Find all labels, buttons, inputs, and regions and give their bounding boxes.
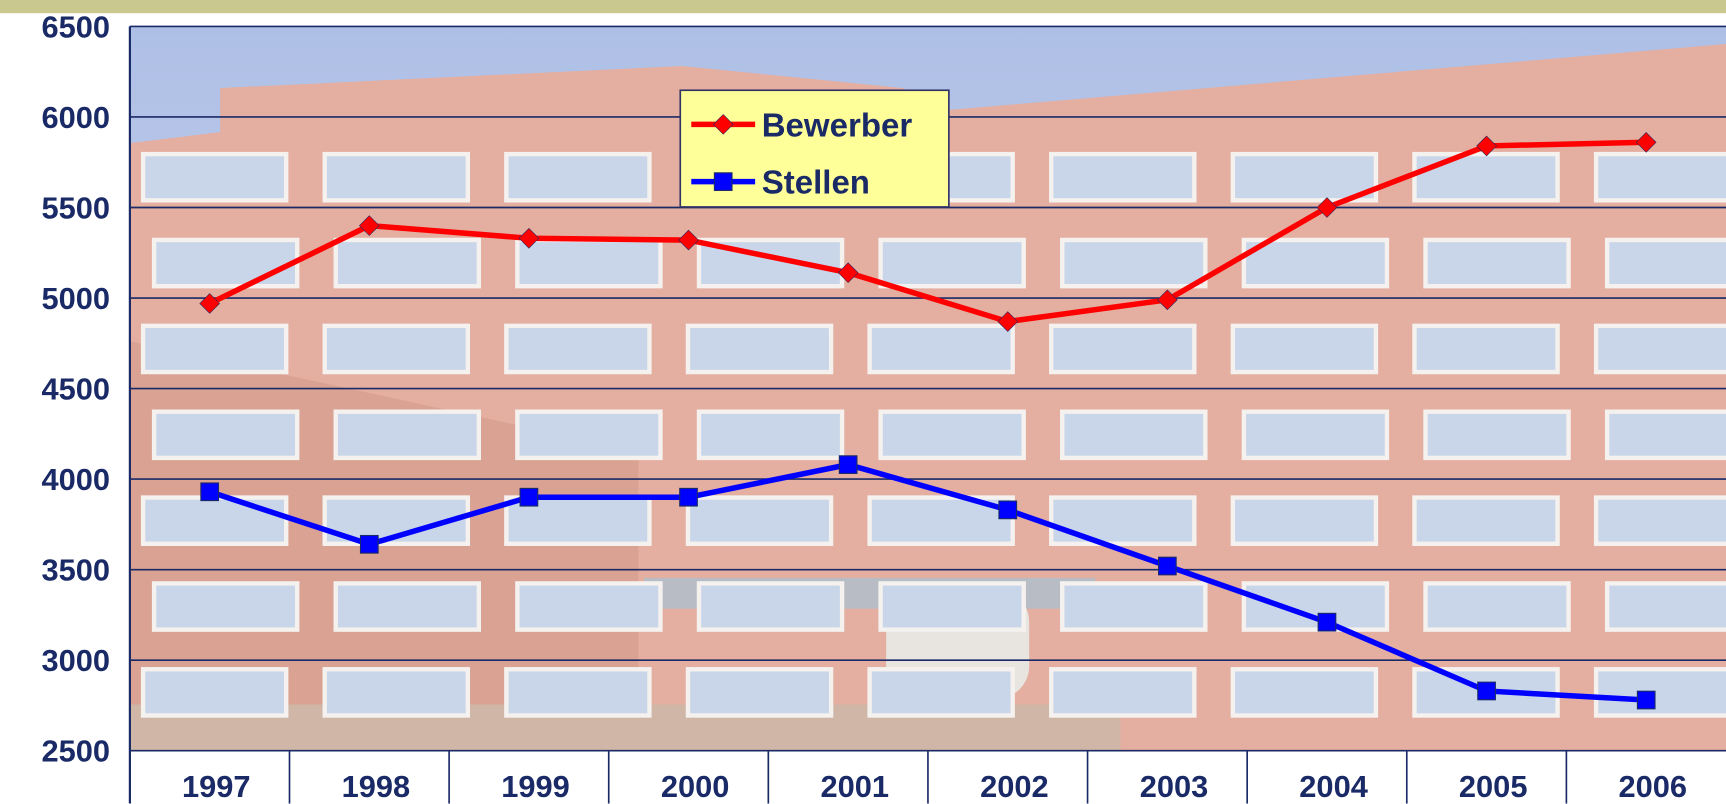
window [688, 669, 831, 715]
point-marker [1637, 691, 1655, 709]
y-tick-label: 3500 [42, 553, 111, 588]
window [1233, 669, 1376, 715]
window [1051, 498, 1194, 544]
point-marker [680, 488, 698, 506]
window [325, 154, 468, 200]
window [325, 669, 468, 715]
x-tick-label: 1997 [182, 769, 251, 804]
window [1233, 498, 1376, 544]
window [517, 412, 660, 458]
window [506, 669, 649, 715]
x-tick-label: 1999 [501, 769, 570, 804]
window [1596, 669, 1726, 715]
window [143, 669, 286, 715]
y-tick-label: 6500 [42, 9, 111, 44]
window [1051, 326, 1194, 372]
x-tick-label: 2003 [1140, 769, 1209, 804]
window [517, 583, 660, 629]
window [325, 326, 468, 372]
window [143, 326, 286, 372]
legend-label: Bewerber [762, 106, 913, 143]
window [336, 240, 479, 286]
x-tick-label: 2001 [820, 769, 889, 804]
chart: 2500 3000 3500 4000 4500 5000 5500 6000 6500 1997… [0, 0, 1726, 804]
x-tick-label: 2000 [661, 769, 730, 804]
window [336, 412, 479, 458]
window [1596, 326, 1726, 372]
window [699, 412, 842, 458]
window [506, 326, 649, 372]
window [688, 498, 831, 544]
y-tick-label: 5500 [42, 191, 111, 226]
window [336, 583, 479, 629]
window [1233, 326, 1376, 372]
x-tick-label: 1998 [342, 769, 411, 804]
window [1414, 154, 1557, 200]
top-band [0, 0, 1726, 13]
window [1425, 240, 1568, 286]
y-tick-label: 4000 [42, 462, 111, 497]
point-marker [839, 456, 857, 474]
legend-label: Stellen [762, 164, 870, 201]
point-marker [714, 173, 732, 191]
point-marker [1478, 682, 1496, 700]
window [154, 240, 297, 286]
page: {"chart_data": {"type": "line", "categor… [0, 0, 1726, 804]
y-tick-label: 5000 [42, 281, 111, 316]
point-marker [201, 483, 219, 501]
window [1051, 154, 1194, 200]
point-marker [999, 501, 1017, 519]
window [143, 154, 286, 200]
window [1596, 154, 1726, 200]
window [1596, 498, 1726, 544]
window [1244, 583, 1387, 629]
x-tick-label: 2004 [1299, 769, 1368, 804]
window [881, 412, 1024, 458]
x-tick-label: 2002 [980, 769, 1049, 804]
y-tick-label: 4500 [42, 372, 111, 407]
window [517, 240, 660, 286]
window [881, 240, 1024, 286]
window [1607, 240, 1726, 286]
window [1233, 154, 1376, 200]
point-marker [361, 535, 379, 553]
y-tick-label: 2500 [42, 734, 111, 769]
window [154, 412, 297, 458]
window [1051, 669, 1194, 715]
window [1062, 583, 1205, 629]
window [1062, 412, 1205, 458]
window [1244, 412, 1387, 458]
window [699, 583, 842, 629]
window [1414, 498, 1557, 544]
window [688, 326, 831, 372]
point-marker [1159, 557, 1177, 575]
window [1062, 240, 1205, 286]
window [1607, 583, 1726, 629]
window [154, 583, 297, 629]
window [143, 498, 286, 544]
window [1425, 583, 1568, 629]
x-tick-label: 2005 [1459, 769, 1528, 804]
window [506, 154, 649, 200]
point-marker [520, 488, 538, 506]
window [1425, 412, 1568, 458]
window [870, 669, 1013, 715]
window [881, 583, 1024, 629]
window [870, 326, 1013, 372]
x-tick-label: 2006 [1619, 769, 1688, 804]
window [1607, 412, 1726, 458]
point-marker [1318, 613, 1336, 631]
y-tick-label: 3000 [42, 643, 111, 678]
y-tick-label: 6000 [42, 100, 111, 135]
window [1244, 240, 1387, 286]
window [1414, 326, 1557, 372]
